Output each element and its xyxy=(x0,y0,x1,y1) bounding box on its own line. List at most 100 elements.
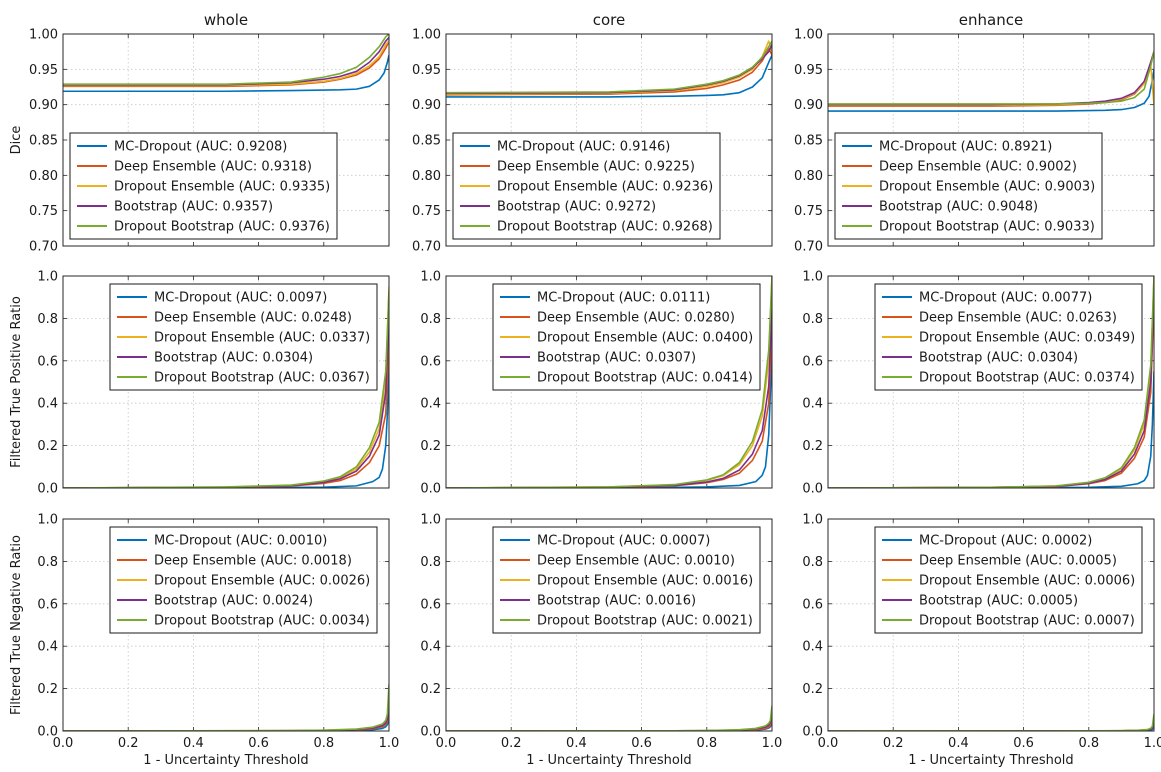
legend-entry: Dropout Bootstrap (AUC: 0.9268) xyxy=(497,220,713,235)
y-tick-label: 0.0 xyxy=(802,725,823,740)
legend-entry: Deep Ensemble (AUC: 0.0005) xyxy=(919,554,1117,569)
y-tick-label: 0.0 xyxy=(37,725,58,740)
legend-entry: Deep Ensemble (AUC: 0.0280) xyxy=(537,311,735,326)
x-axis-label: 1 - Uncertainty Threshold xyxy=(143,753,308,768)
x-tick-label: 0.4 xyxy=(566,736,587,751)
legend: MC-Dropout (AUC: 0.0111) Deep Ensemble (A… xyxy=(493,284,760,390)
x-axis-label: 1 - Uncertainty Threshold xyxy=(908,753,1073,768)
y-tick-label: 1.0 xyxy=(802,270,823,285)
legend-entry: Bootstrap (AUC: 0.0016) xyxy=(537,594,696,609)
panel-title: enhance xyxy=(959,11,1023,29)
x-tick-label: 0.8 xyxy=(1078,736,1099,751)
y-tick-label: 0.4 xyxy=(420,397,441,412)
legend-entry: Bootstrap (AUC: 0.9048) xyxy=(879,200,1038,215)
y-tick-label: 1.0 xyxy=(37,513,58,528)
x-tick-label: 0.8 xyxy=(696,736,717,751)
legend-entry: Dropout Ensemble (AUC: 0.0016) xyxy=(537,574,753,589)
legend-entry: Bootstrap (AUC: 0.0307) xyxy=(537,351,696,366)
y-tick-label: 0.85 xyxy=(412,134,441,149)
x-tick-label: 0.6 xyxy=(631,736,652,751)
x-tick-label: 0.8 xyxy=(313,736,334,751)
x-tick-label: 0.2 xyxy=(883,736,904,751)
y-tick-label: 1.0 xyxy=(420,513,441,528)
y-tick-label: 0.6 xyxy=(420,354,441,369)
x-tick-label: 0.2 xyxy=(501,736,522,751)
y-tick-label: 0.90 xyxy=(794,98,823,113)
y-tick-label: 0.8 xyxy=(802,555,823,570)
legend: MC-Dropout (AUC: 0.9146)Deep Ensemble (A… xyxy=(453,133,720,239)
y-tick-label: 0.90 xyxy=(412,98,441,113)
y-tick-label: 0.4 xyxy=(37,640,58,655)
y-tick-label: 1.0 xyxy=(37,270,58,285)
legend-entry: Dropout Ensemble (AUC: 0.0400) xyxy=(537,331,753,346)
y-axis-label: Filtered True Negative Ratio xyxy=(9,535,24,715)
legend-entry: MC-Dropout (AUC: 0.9208) xyxy=(114,140,287,155)
y-tick-label: 0.8 xyxy=(420,555,441,570)
y-tick-label: 0.2 xyxy=(802,682,823,697)
legend-entry: MC-Dropout (AUC: 0.9146) xyxy=(497,140,670,155)
legend-entry: Dropout Bootstrap (AUC: 0.0367) xyxy=(154,371,370,386)
panel-2-2: 0.0 0.2 0.4 0.6 0.8 1.00.00.20.40.60.81.01 - … xyxy=(802,513,1161,769)
legend-entry: Bootstrap (AUC: 0.0024) xyxy=(154,594,313,609)
legend: MC-Dropout (AUC: 0.8921) Deep Ensemble (A… xyxy=(835,133,1102,239)
y-tick-label: 0.85 xyxy=(794,134,823,149)
legend: MC-Dropout (AUC: 0.0010) Deep Ensemble (A… xyxy=(110,527,377,633)
y-tick-label: 0.95 xyxy=(794,63,823,78)
legend-entry: Dropout Bootstrap (AUC: 0.0034) xyxy=(154,614,370,629)
panel-2-0: 0.0 0.2 0.4 0.6 0.8 1.0 0.0 0.2 0.4 0.6 0.8 1.0 1 - … xyxy=(9,513,399,769)
y-tick-label: 0.75 xyxy=(794,204,823,219)
panel-0-0: 0.70 0.75 0.80 0.85 0.90 0.95 1.00 whole Dice MC-… xyxy=(9,11,389,255)
y-tick-label: 0.8 xyxy=(802,312,823,327)
y-tick-label: 0.95 xyxy=(412,63,441,78)
x-axis-label: 1 - Uncertainty Threshold xyxy=(526,753,691,768)
legend-entry: Dropout Bootstrap (AUC: 0.0021) xyxy=(537,614,753,629)
legend: MC-Dropout (AUC: 0.0002) Deep Ensemble (A… xyxy=(875,527,1142,633)
y-tick-label: 0.70 xyxy=(412,240,441,255)
y-tick-label: 0.2 xyxy=(420,682,441,697)
y-tick-label: 0.0 xyxy=(802,482,823,497)
x-tick-label: 0.4 xyxy=(183,736,204,751)
y-tick-label: 0.80 xyxy=(29,169,58,184)
legend-entry: Dropout Bootstrap (AUC: 0.9033) xyxy=(879,220,1095,235)
y-axis-label: Filtered True Positive Ratio xyxy=(9,296,24,468)
legend-entry: Bootstrap (AUC: 0.0005) xyxy=(919,594,1078,609)
panel-title: whole xyxy=(204,11,248,29)
y-tick-label: 0.4 xyxy=(802,640,823,655)
y-tick-label: 0.8 xyxy=(37,555,58,570)
legend-entry: Deep Ensemble (AUC: 0.0018) xyxy=(154,554,352,569)
legend-entry: Dropout Ensemble (AUC: 0.9236) xyxy=(497,180,713,195)
x-tick-label: 1.0 xyxy=(379,736,400,751)
y-tick-label: 1.0 xyxy=(420,270,441,285)
legend-entry: Dropout Ensemble (AUC: 0.0026) xyxy=(154,574,370,589)
legend-entry: Dropout Ensemble (AUC: 0.0349) xyxy=(919,331,1135,346)
legend-entry: MC-Dropout (AUC: 0.0111) xyxy=(537,291,710,306)
legend: MC-Dropout (AUC: 0.0077)Deep Ensemble (A… xyxy=(875,284,1142,390)
legend-entry: Dropout Ensemble (AUC: 0.0337) xyxy=(154,331,370,346)
x-tick-label: 0.4 xyxy=(948,736,969,751)
legend: MC-Dropout (AUC: 0.0097) Deep Ensemble (A… xyxy=(110,284,377,390)
legend-entry: Dropout Ensemble (AUC: 0.9335) xyxy=(114,180,330,195)
legend: MC-Dropout (AUC: 0.0007)Deep Ensemble (A… xyxy=(493,527,760,633)
legend-entry: Bootstrap (AUC: 0.0304) xyxy=(919,351,1078,366)
legend-entry: Bootstrap (AUC: 0.9272) xyxy=(497,200,656,215)
y-tick-label: 0.6 xyxy=(420,597,441,612)
legend-entry: Deep Ensemble (AUC: 0.9002) xyxy=(879,160,1077,175)
y-tick-label: 0.6 xyxy=(37,597,58,612)
y-tick-label: 0.6 xyxy=(802,354,823,369)
y-tick-label: 0.80 xyxy=(412,169,441,184)
legend-entry: Dropout Ensemble (AUC: 0.9003) xyxy=(879,180,1095,195)
y-tick-label: 0.75 xyxy=(29,204,58,219)
y-tick-label: 0.90 xyxy=(29,98,58,113)
legend-entry: MC-Dropout (AUC: 0.0007) xyxy=(537,534,710,549)
y-tick-label: 0.8 xyxy=(37,312,58,327)
panel-0-2: 0.70 0.75 0.80 0.85 0.90 0.95 1.00 enhance MC-Dr… xyxy=(794,11,1154,255)
y-tick-label: 0.6 xyxy=(802,597,823,612)
x-tick-label: 0.6 xyxy=(1013,736,1034,751)
panel-1-1: 0.0 0.2 0.4 0.6 0.8 1.0 MC-Dropout (AUC: 0.011… xyxy=(420,270,772,497)
legend-entry: Dropout Bootstrap (AUC: 0.0374) xyxy=(919,371,1135,386)
panel-title: core xyxy=(593,11,626,29)
y-tick-label: 0.80 xyxy=(794,169,823,184)
legend: MC-Dropout (AUC: 0.9208)Deep Ensemble (A… xyxy=(70,133,337,239)
